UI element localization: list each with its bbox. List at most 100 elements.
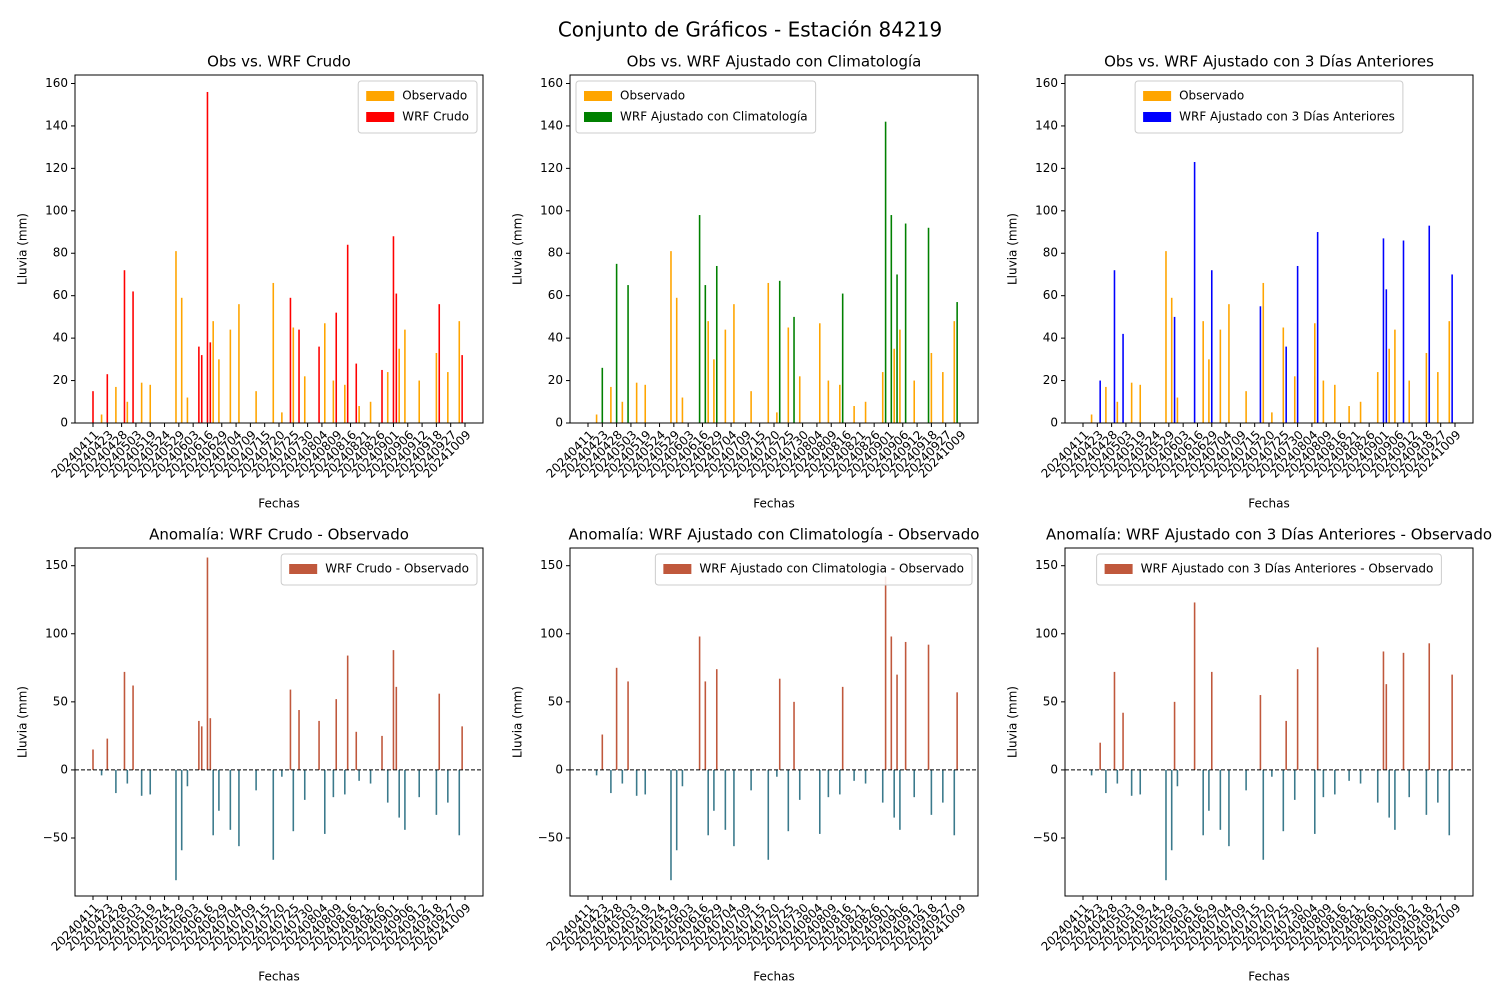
bar (1113, 270, 1116, 423)
bar (1322, 380, 1325, 423)
bar (707, 321, 709, 423)
bar (418, 769, 421, 798)
bar (1259, 695, 1262, 770)
bar (458, 769, 461, 836)
bar (1313, 323, 1316, 423)
bar (123, 270, 126, 423)
bar (186, 769, 189, 787)
bar (1193, 602, 1196, 770)
bar (1122, 712, 1124, 770)
bar (281, 412, 283, 423)
axes-frame (1064, 547, 1474, 897)
legend-label: WRF Crudo - Observado (325, 562, 469, 576)
bar (913, 769, 916, 798)
bar (369, 401, 372, 423)
bar (1359, 769, 1362, 784)
bar (704, 285, 707, 423)
bar (1259, 306, 1262, 423)
bar (627, 285, 629, 423)
axes-frame (569, 74, 979, 424)
bar (1122, 333, 1124, 423)
bar (827, 769, 830, 798)
axes-frame (74, 547, 484, 897)
bar (229, 769, 232, 830)
legend-box (575, 80, 817, 134)
y-axis-label: Lluvia (mm) (1006, 686, 1020, 758)
bar (303, 376, 306, 423)
bar (132, 291, 134, 423)
legend-box (1096, 553, 1442, 586)
bar (798, 769, 801, 800)
bar (344, 384, 346, 423)
bar (438, 304, 441, 423)
y-axis-label: Lluvia (mm) (16, 686, 30, 758)
bar (303, 769, 306, 800)
bar (1208, 769, 1210, 811)
bar (395, 293, 398, 423)
bar (358, 406, 360, 423)
bar (175, 251, 177, 423)
bar (930, 352, 933, 423)
bar (627, 681, 629, 770)
y-tick-label: 50 (1043, 694, 1058, 708)
bar (1228, 304, 1230, 423)
bar (140, 382, 143, 423)
y-tick-label: 150 (540, 558, 563, 572)
y-tick-label: 140 (1035, 118, 1058, 132)
y-tick-label: 0 (60, 416, 68, 430)
figure-title: Conjunto de Gráficos - Estación 84219 (558, 18, 942, 42)
bar (1388, 769, 1390, 818)
bar (318, 720, 320, 770)
bar (793, 701, 795, 770)
axes-frame (74, 74, 484, 424)
bar (1099, 742, 1101, 770)
bar (767, 282, 770, 423)
legend-label: Observado (620, 89, 685, 103)
legend-swatch (289, 564, 318, 574)
bar (318, 346, 320, 423)
bar (461, 726, 463, 770)
bar (644, 384, 647, 423)
bar (386, 372, 389, 423)
y-tick-label: 100 (1035, 203, 1058, 217)
bar (1451, 274, 1453, 423)
y-tick-label: 20 (1043, 373, 1058, 387)
y-axis-label: Lluvia (mm) (511, 686, 525, 758)
bar (255, 769, 257, 791)
bar (787, 769, 790, 832)
bar (956, 302, 958, 423)
legend-box (1134, 80, 1404, 134)
bar (149, 384, 152, 423)
bar (209, 342, 212, 423)
y-tick-label: −50 (538, 831, 563, 845)
bar (899, 769, 901, 830)
legend: Observado WRF Ajustado con Climatología (575, 80, 817, 134)
bar (1316, 647, 1319, 770)
bar (1296, 265, 1299, 423)
bar (1382, 651, 1385, 770)
bar (675, 769, 678, 851)
legend-swatch (1104, 564, 1133, 574)
x-axis-label: Fechas (1248, 970, 1289, 984)
y-tick-label: 100 (45, 626, 68, 640)
y-tick-label: 100 (540, 626, 563, 640)
bar (841, 686, 844, 770)
bar (1262, 282, 1265, 423)
y-tick-label: 120 (1035, 161, 1058, 175)
bar (893, 348, 895, 423)
bar (881, 372, 884, 423)
legend-swatch (1143, 91, 1172, 101)
bar (675, 297, 678, 423)
bar (750, 391, 752, 423)
bar (386, 769, 389, 803)
bar (1116, 769, 1119, 784)
y-tick-label: 150 (1035, 558, 1058, 572)
bar (904, 223, 907, 423)
bar (369, 769, 372, 784)
y-tick-label: 40 (53, 331, 68, 345)
bar (381, 369, 383, 423)
bar (1271, 412, 1273, 423)
bar (1334, 769, 1336, 795)
bar (713, 359, 715, 423)
